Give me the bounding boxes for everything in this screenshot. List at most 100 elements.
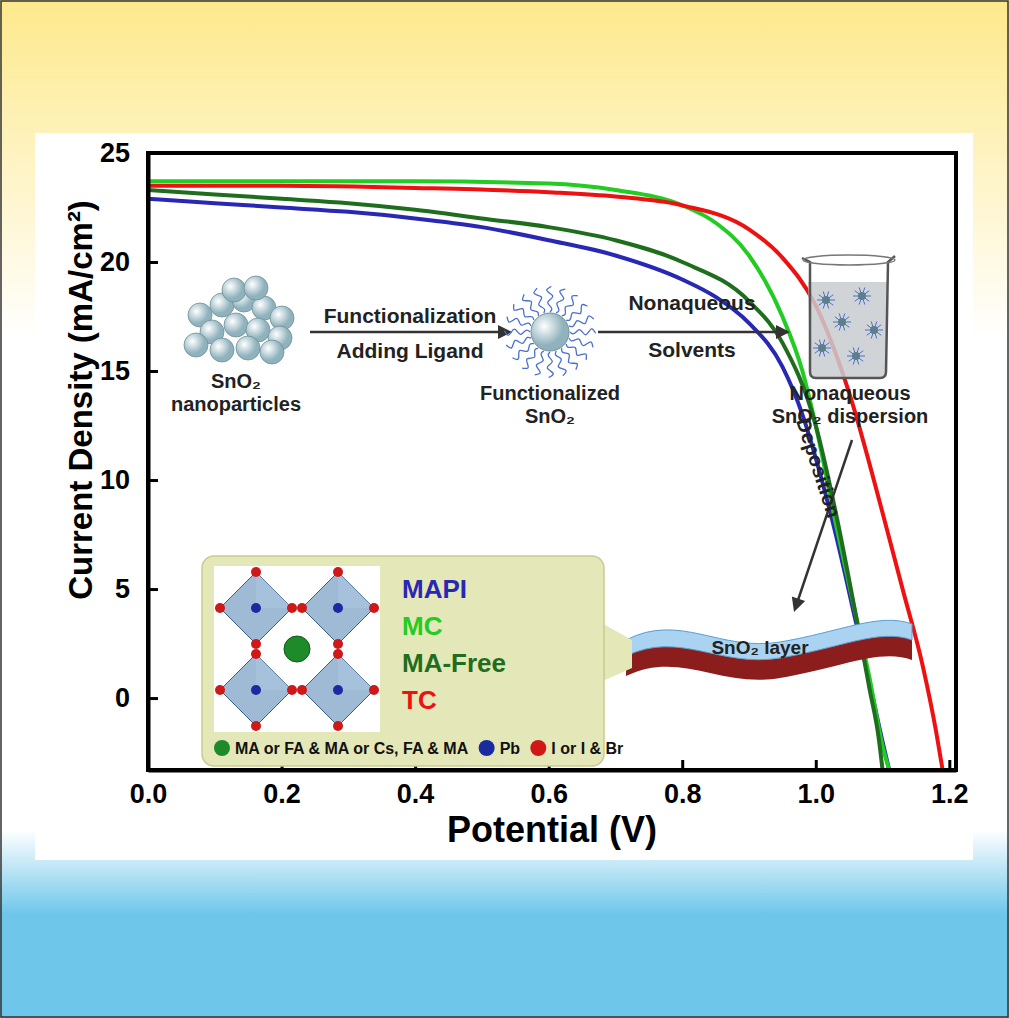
y-tick-label: 10 bbox=[100, 465, 130, 495]
x-site bbox=[369, 685, 379, 695]
annotation: SnO₂ layer bbox=[711, 637, 809, 658]
nanoparticle bbox=[260, 340, 284, 364]
ligand bbox=[535, 351, 544, 375]
series-line bbox=[148, 199, 889, 770]
x-tick: 0.2 bbox=[263, 760, 301, 809]
ligand bbox=[512, 344, 533, 360]
arrow-head bbox=[792, 596, 805, 612]
ligand bbox=[547, 286, 553, 312]
atom-key bbox=[479, 740, 495, 756]
y-axis-title: Current Density (mA/cm²) bbox=[62, 200, 99, 600]
crystal bbox=[215, 567, 379, 731]
y-tick: 5 bbox=[115, 574, 158, 604]
annotation: Nonaqueous bbox=[628, 291, 755, 314]
atom-label: MA or FA & MA or Cs, FA & MA bbox=[235, 740, 469, 757]
dispersed-particle bbox=[822, 296, 830, 304]
beaker bbox=[802, 256, 895, 378]
y-tick-label: 5 bbox=[115, 574, 130, 604]
ligand bbox=[555, 351, 566, 376]
legend-entry: MC bbox=[402, 611, 443, 641]
x-tick-label: 0.4 bbox=[397, 779, 435, 809]
x-site bbox=[251, 639, 261, 649]
x-tick: 0.4 bbox=[397, 760, 435, 809]
x-site bbox=[333, 639, 343, 649]
x-site bbox=[297, 685, 307, 695]
b-site bbox=[251, 603, 261, 613]
legend-entry: MAPI bbox=[402, 574, 467, 604]
y-tick-label: 15 bbox=[100, 356, 130, 386]
ligand bbox=[507, 317, 531, 326]
ligand bbox=[534, 288, 545, 313]
legend: MAPI MC MA-Free TC MA or FA & MA or Cs, FA &… bbox=[202, 556, 632, 766]
annotation: Adding Ligand bbox=[337, 339, 484, 362]
x-site bbox=[215, 685, 225, 695]
nanoparticle bbox=[244, 276, 268, 300]
beaker-rim bbox=[803, 255, 895, 265]
dispersed-particle bbox=[852, 352, 860, 360]
octahedron-face bbox=[256, 654, 292, 690]
dispersed-particle bbox=[818, 344, 826, 352]
ligand bbox=[523, 294, 539, 315]
octahedron-face bbox=[338, 572, 374, 608]
octahedron bbox=[220, 572, 292, 644]
y-tick: 0 bbox=[115, 683, 158, 713]
arrow-shaft bbox=[598, 331, 780, 334]
x-site bbox=[251, 649, 261, 659]
y-tick-label: 25 bbox=[100, 138, 130, 168]
series-line bbox=[148, 181, 889, 770]
layer-top bbox=[626, 620, 912, 659]
x-tick-label: 0.8 bbox=[664, 779, 702, 809]
octahedron bbox=[220, 654, 292, 726]
series-line bbox=[148, 190, 883, 770]
dispersed-particle bbox=[858, 292, 866, 300]
ligand bbox=[547, 352, 553, 378]
x-axis: 0.00.20.40.60.81.01.2 bbox=[130, 760, 969, 809]
annotation: Solvents bbox=[648, 338, 736, 361]
dispersed-particle bbox=[870, 326, 878, 334]
b-site bbox=[333, 603, 343, 613]
nanoparticle bbox=[210, 338, 234, 362]
x-tick-label: 0.0 bbox=[130, 779, 168, 809]
x-site bbox=[333, 649, 343, 659]
nanoparticle bbox=[222, 278, 246, 302]
ligand bbox=[562, 348, 578, 369]
annotation: Deposition bbox=[792, 415, 845, 520]
functionalized-particle bbox=[531, 313, 569, 351]
ligand bbox=[566, 305, 587, 321]
plot-frame bbox=[148, 153, 956, 770]
x-tick: 0.6 bbox=[530, 760, 568, 809]
x-tick-label: 1.2 bbox=[931, 779, 969, 809]
ligand bbox=[569, 316, 594, 327]
annotation: FunctionalizedSnO₂ bbox=[480, 382, 620, 427]
x-axis-title: Potential (V) bbox=[447, 809, 657, 850]
atom-key bbox=[530, 740, 546, 756]
annotation: SnO₂nanoparticles bbox=[171, 370, 301, 415]
border bbox=[1, 1, 1008, 1017]
atom-key bbox=[214, 740, 230, 756]
a-site bbox=[284, 636, 310, 662]
figure: 0.00.20.40.60.81.01.20510152025Potential… bbox=[0, 0, 1009, 1018]
legend-entry: TC bbox=[402, 685, 437, 715]
x-site bbox=[287, 685, 297, 695]
legend-entry: MA-Free bbox=[402, 648, 506, 678]
atom-label: I or I & Br bbox=[551, 740, 623, 757]
ligand bbox=[504, 329, 530, 335]
ligand bbox=[506, 337, 531, 348]
x-tick: 0.8 bbox=[664, 760, 702, 809]
octahedron bbox=[302, 572, 374, 644]
ligand bbox=[556, 289, 565, 313]
x-site bbox=[287, 603, 297, 613]
arrow-shaft bbox=[310, 331, 502, 334]
x-site bbox=[297, 603, 307, 613]
plot-lines bbox=[148, 181, 943, 770]
nanoparticle bbox=[184, 333, 208, 357]
panel bbox=[35, 133, 973, 860]
b-site bbox=[333, 685, 343, 695]
dispersed-particle bbox=[838, 318, 846, 326]
legend-box bbox=[202, 556, 604, 766]
x-tick-label: 0.6 bbox=[530, 779, 568, 809]
arrow-head bbox=[776, 325, 790, 339]
crystal-panel bbox=[214, 566, 380, 732]
nanoparticle bbox=[236, 336, 260, 360]
annotation: Functionalization bbox=[324, 304, 497, 327]
